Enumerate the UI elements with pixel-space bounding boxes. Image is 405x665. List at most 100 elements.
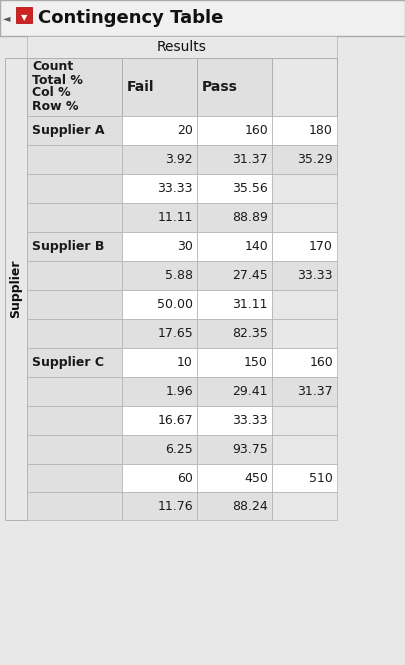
Text: Supplier: Supplier — [9, 260, 23, 319]
Text: 170: 170 — [309, 240, 333, 253]
Text: Col %: Col % — [32, 86, 70, 100]
Text: Total %: Total % — [32, 74, 83, 86]
Text: 33.33: 33.33 — [158, 182, 193, 195]
Text: Count: Count — [32, 61, 73, 74]
Text: 1.96: 1.96 — [165, 385, 193, 398]
Bar — [122, 232, 197, 261]
Bar — [27, 290, 122, 319]
Bar — [272, 406, 337, 435]
Bar — [27, 492, 122, 520]
Bar — [197, 261, 272, 290]
Text: 11.76: 11.76 — [158, 499, 193, 513]
Text: 3.92: 3.92 — [165, 153, 193, 166]
Bar — [27, 406, 122, 435]
Text: 31.11: 31.11 — [232, 298, 268, 311]
Text: 510: 510 — [309, 471, 333, 485]
Bar — [197, 116, 272, 145]
Bar — [272, 116, 337, 145]
Bar — [27, 435, 122, 464]
Bar — [122, 58, 197, 116]
Text: Row %: Row % — [32, 100, 79, 112]
Bar — [197, 145, 272, 174]
Bar — [197, 464, 272, 492]
Bar — [27, 36, 337, 58]
Text: 88.89: 88.89 — [232, 211, 268, 224]
Text: 11.11: 11.11 — [158, 211, 193, 224]
Text: 31.37: 31.37 — [297, 385, 333, 398]
Bar — [272, 203, 337, 232]
Bar — [122, 261, 197, 290]
Bar — [122, 203, 197, 232]
Text: 93.75: 93.75 — [232, 443, 268, 456]
Bar — [122, 290, 197, 319]
Bar — [122, 435, 197, 464]
Bar — [272, 348, 337, 377]
Bar — [197, 492, 272, 520]
Bar — [197, 290, 272, 319]
Bar — [16, 7, 32, 23]
Bar — [272, 290, 337, 319]
Bar — [272, 319, 337, 348]
Bar — [272, 435, 337, 464]
Text: Supplier B: Supplier B — [32, 240, 104, 253]
Bar — [5, 58, 27, 520]
Bar — [27, 232, 122, 261]
Text: 17.65: 17.65 — [157, 327, 193, 340]
Bar — [122, 464, 197, 492]
Bar — [27, 464, 122, 492]
Bar — [27, 174, 122, 203]
Text: 160: 160 — [309, 356, 333, 369]
Text: 35.29: 35.29 — [297, 153, 333, 166]
Bar — [272, 174, 337, 203]
Text: 82.35: 82.35 — [232, 327, 268, 340]
Bar — [197, 58, 272, 116]
Text: Results: Results — [157, 40, 207, 54]
Bar — [122, 406, 197, 435]
Text: Supplier C: Supplier C — [32, 356, 104, 369]
Bar — [197, 348, 272, 377]
Bar — [122, 174, 197, 203]
Text: ▼: ▼ — [21, 13, 27, 23]
Bar — [197, 174, 272, 203]
Bar — [197, 377, 272, 406]
Bar — [27, 261, 122, 290]
Text: 35.56: 35.56 — [232, 182, 268, 195]
Bar — [197, 232, 272, 261]
Text: 30: 30 — [177, 240, 193, 253]
Bar — [122, 116, 197, 145]
Bar — [197, 319, 272, 348]
Text: 88.24: 88.24 — [232, 499, 268, 513]
Text: Contingency Table: Contingency Table — [38, 9, 224, 27]
Bar — [27, 348, 122, 377]
Bar — [27, 203, 122, 232]
Bar — [27, 58, 122, 116]
Text: 31.37: 31.37 — [232, 153, 268, 166]
Text: 180: 180 — [309, 124, 333, 137]
Text: 160: 160 — [244, 124, 268, 137]
Text: 16.67: 16.67 — [158, 414, 193, 427]
Bar — [197, 406, 272, 435]
Text: 33.33: 33.33 — [232, 414, 268, 427]
Text: 140: 140 — [244, 240, 268, 253]
Bar — [27, 116, 122, 145]
Bar — [272, 464, 337, 492]
Bar — [122, 492, 197, 520]
Text: ◄: ◄ — [3, 13, 11, 23]
Bar — [197, 435, 272, 464]
Bar — [272, 492, 337, 520]
Text: 6.25: 6.25 — [165, 443, 193, 456]
Text: 50.00: 50.00 — [157, 298, 193, 311]
Text: 10: 10 — [177, 356, 193, 369]
Bar — [272, 377, 337, 406]
Text: 450: 450 — [244, 471, 268, 485]
Text: 150: 150 — [244, 356, 268, 369]
Bar — [122, 319, 197, 348]
Bar — [272, 145, 337, 174]
Text: Fail: Fail — [127, 80, 154, 94]
Text: 29.41: 29.41 — [232, 385, 268, 398]
Bar — [272, 261, 337, 290]
Bar — [272, 232, 337, 261]
Text: 20: 20 — [177, 124, 193, 137]
Bar — [122, 348, 197, 377]
Text: Pass: Pass — [202, 80, 238, 94]
